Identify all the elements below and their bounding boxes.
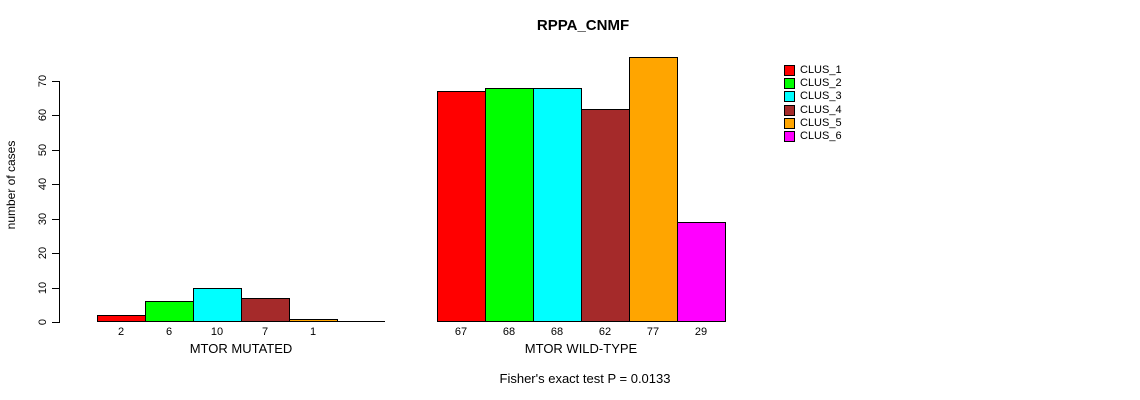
chart-title: RPPA_CNMF (536, 17, 630, 34)
bar (193, 288, 242, 322)
legend-swatch (784, 65, 795, 76)
annotation-text: Fisher's exact test P = 0.0133 (499, 371, 671, 386)
y-tick-mark (52, 184, 59, 185)
group-label: MTOR MUTATED (189, 341, 293, 356)
legend-label: CLUS_2 (800, 77, 842, 89)
y-tick-mark (52, 81, 59, 82)
bar (241, 298, 290, 322)
y-tick-mark (52, 322, 59, 323)
bar-value-label: 6 (165, 326, 173, 338)
bar-value-label: 77 (646, 326, 660, 338)
bar-value-label: 68 (550, 326, 564, 338)
bar (97, 315, 146, 322)
bar (581, 109, 630, 322)
bar-value-label: 67 (454, 326, 468, 338)
bar-value-label: 1 (309, 326, 317, 338)
bar (485, 88, 534, 322)
y-tick-mark (52, 288, 59, 289)
bar (289, 319, 338, 322)
y-tick-mark (52, 150, 59, 151)
bar-value-label: 62 (598, 326, 612, 338)
y-tick-mark (52, 115, 59, 116)
y-tick-label: 40 (37, 177, 49, 191)
y-tick-label: 30 (37, 212, 49, 226)
y-axis-line (59, 81, 60, 323)
legend-label: CLUS_3 (800, 90, 842, 102)
y-tick-label: 60 (37, 108, 49, 122)
bar-value-label: 68 (502, 326, 516, 338)
legend-swatch (784, 131, 795, 142)
bar (629, 57, 678, 322)
y-tick-label: 10 (37, 281, 49, 295)
bar (533, 88, 582, 322)
bar-value-label: 7 (261, 326, 269, 338)
legend-label: CLUS_4 (800, 104, 842, 116)
bar (677, 222, 726, 322)
legend-swatch (784, 105, 795, 116)
bar (437, 91, 486, 322)
bar (145, 301, 194, 322)
legend-label: CLUS_6 (800, 130, 842, 142)
legend-label: CLUS_5 (800, 117, 842, 129)
bar-value-label: 2 (117, 326, 125, 338)
y-tick-mark (52, 253, 59, 254)
y-tick-label: 70 (37, 74, 49, 88)
legend-label: CLUS_1 (800, 64, 842, 76)
y-tick-mark (52, 219, 59, 220)
y-tick-label: 0 (37, 318, 49, 326)
group-label: MTOR WILD-TYPE (524, 341, 638, 356)
y-tick-label: 50 (37, 143, 49, 157)
bar-value-label: 29 (694, 326, 708, 338)
y-tick-label: 20 (37, 246, 49, 260)
legend-swatch (784, 91, 795, 102)
legend-swatch (784, 78, 795, 89)
bar-value-label: 10 (210, 326, 224, 338)
y-axis-title: number of cases (4, 140, 18, 230)
legend-swatch (784, 118, 795, 129)
